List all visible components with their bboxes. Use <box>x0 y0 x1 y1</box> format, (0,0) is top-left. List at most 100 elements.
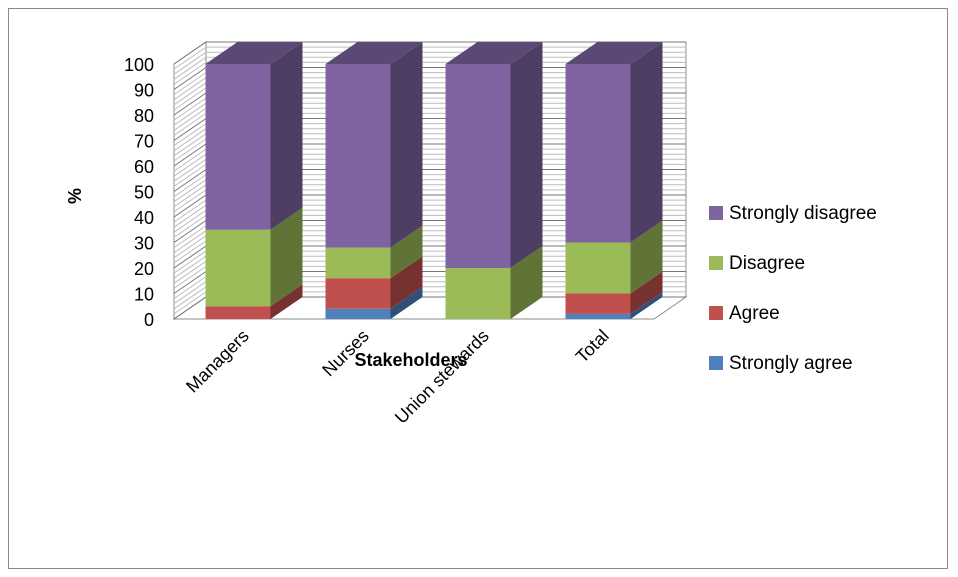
legend-item-strongly-agree: Strongly agree <box>709 353 853 374</box>
gridline-side <box>173 214 207 238</box>
gridline-side <box>173 240 207 264</box>
bar-segment-union-stewards-disagree <box>445 246 543 319</box>
gridline-side <box>173 51 207 75</box>
gridline-side <box>173 184 207 208</box>
gridline-side <box>173 199 207 223</box>
bar-front <box>445 64 511 268</box>
gridline-side <box>173 61 207 85</box>
bar-segment-total-strongly-agree <box>565 291 663 319</box>
bar-segment-nurses-strongly-agree <box>325 286 423 319</box>
bar-segment-nurses-disagree <box>325 225 423 279</box>
gridline-side <box>173 179 207 203</box>
bar-side <box>390 256 423 309</box>
gridline-side <box>173 143 207 167</box>
gridline-side <box>173 107 207 131</box>
legend: Strongly disagree Disagree Agree Strongly a… <box>709 203 877 374</box>
y-tick-labels: 0 10 20 30 40 50 60 70 80 90 100 <box>124 55 154 330</box>
legend-swatch <box>709 256 723 270</box>
bar-side <box>270 284 303 319</box>
gridline-side <box>173 260 207 284</box>
y-tick-label: 90 <box>134 81 154 101</box>
legend-swatch <box>709 356 723 370</box>
legend-label: Strongly disagree <box>729 203 877 224</box>
bar-stack-union-stewards <box>445 42 543 319</box>
bar-front <box>325 64 391 248</box>
gridline-side <box>173 87 207 111</box>
gridline-side <box>173 204 207 228</box>
x-axis-title: Stakeholders <box>354 350 467 370</box>
y-tick-label: 80 <box>134 106 154 126</box>
bar-segment-managers-disagree <box>205 207 303 307</box>
bar-segment-managers-strongly-disagree <box>205 42 303 230</box>
bar-side <box>630 42 663 243</box>
y-tick-label: 70 <box>134 132 154 152</box>
bar-front <box>205 229 271 307</box>
bar-side <box>270 42 303 230</box>
y-tick-label: 50 <box>134 183 154 203</box>
gridline-side <box>173 128 207 152</box>
gridline-side <box>173 158 207 182</box>
bar-front <box>565 293 631 314</box>
legend-item-disagree: Disagree <box>709 253 805 274</box>
y-tick-label: 60 <box>134 157 154 177</box>
y-axis-title: % <box>65 188 85 204</box>
bar-side <box>630 271 663 314</box>
gridline-side <box>173 67 207 90</box>
legend-label: Strongly agree <box>729 353 853 374</box>
bar-side <box>630 291 663 319</box>
x-tick-label-union-stewards: Union stewards <box>391 326 493 428</box>
legend-item-strongly-disagree: Strongly disagree <box>709 203 877 224</box>
x-category-labels: Managers Nurses Union stewards Total <box>182 326 613 428</box>
bar-side <box>390 286 423 319</box>
gridline-side <box>173 235 207 259</box>
y-tick-label: 100 <box>124 55 154 75</box>
gridline-side <box>173 230 207 254</box>
bar-segment-nurses-agree <box>325 256 423 309</box>
gridline-side <box>173 41 207 65</box>
gridline-side <box>173 112 207 136</box>
gridline-side <box>173 225 207 249</box>
gridline-side <box>173 148 207 172</box>
gridline-side <box>173 220 207 243</box>
bar-segment-total-disagree <box>565 220 663 294</box>
legend-item-agree: Agree <box>709 303 780 324</box>
gridline-side <box>173 286 207 310</box>
bar-front <box>205 64 271 230</box>
bar-front <box>205 306 271 319</box>
gridline-side <box>173 46 207 70</box>
bar-stack-nurses <box>325 42 423 319</box>
bar-side <box>270 207 303 307</box>
bar-side <box>390 225 423 279</box>
gridline-side <box>173 118 207 141</box>
gridline-side <box>173 82 207 106</box>
bar-stack-total <box>565 42 663 319</box>
bar-stack-managers <box>205 42 303 319</box>
bar-front <box>325 247 391 279</box>
gridline-side <box>173 291 207 315</box>
gridline-side <box>173 281 207 305</box>
gridline-side <box>173 102 207 126</box>
gridline-side <box>173 189 207 213</box>
gridline-side <box>173 169 207 192</box>
gridline-side <box>173 133 207 157</box>
bar-front <box>565 313 631 319</box>
bar-segment-total-agree <box>565 271 663 314</box>
bars <box>205 42 663 319</box>
bar-side <box>510 246 543 319</box>
gridline-side <box>173 271 207 294</box>
bar-top <box>445 42 543 64</box>
bar-segment-nurses-strongly-disagree <box>325 42 423 248</box>
bar-top <box>205 42 303 64</box>
y-tick-label: 30 <box>134 234 154 254</box>
legend-swatch <box>709 206 723 220</box>
bar-side <box>390 42 423 248</box>
gridline-side <box>173 296 207 320</box>
gridline-side <box>173 250 207 274</box>
bar-segment-managers-agree <box>205 284 303 319</box>
gridline-side <box>173 174 207 198</box>
bar-front <box>325 278 391 309</box>
x-tick-label-managers: Managers <box>182 326 253 397</box>
y-tick-label: 20 <box>134 259 154 279</box>
gridline-side <box>173 138 207 162</box>
